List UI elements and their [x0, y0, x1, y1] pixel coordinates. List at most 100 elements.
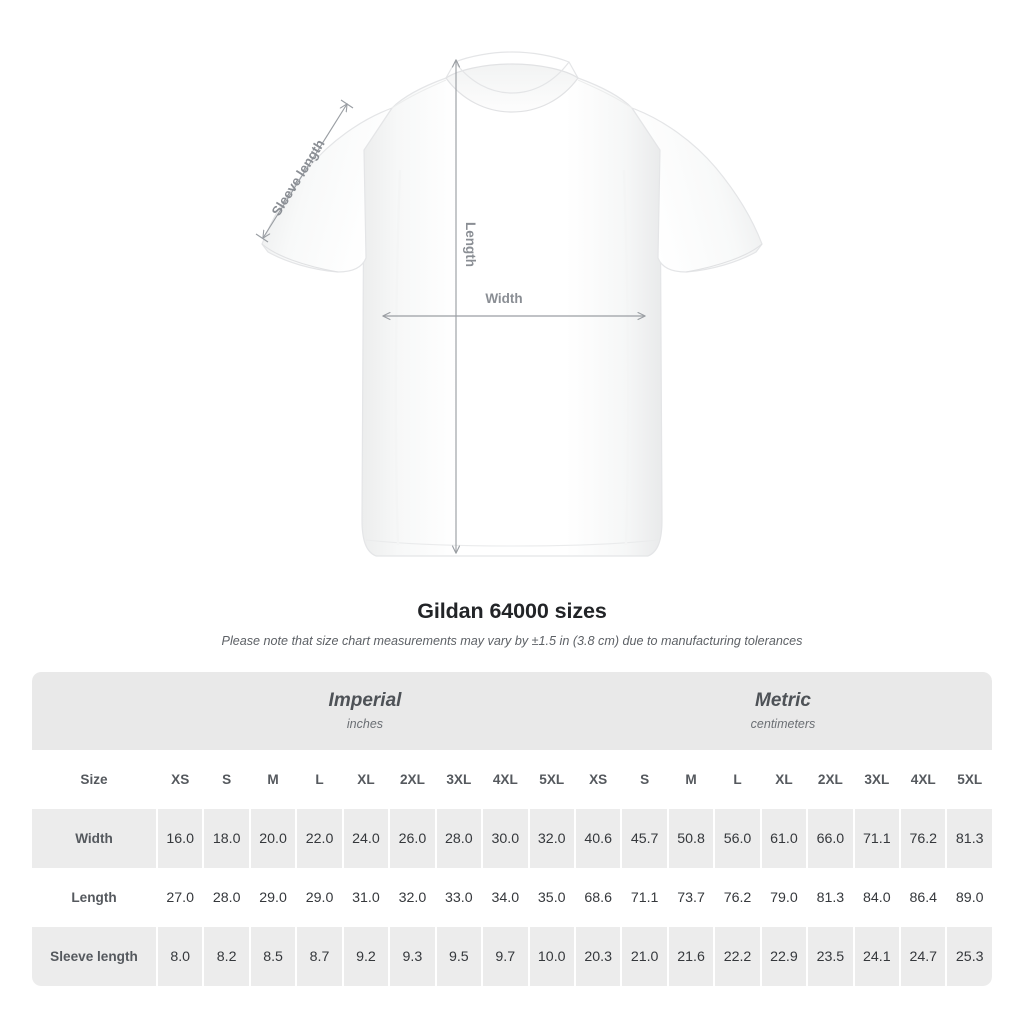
cell-sleeve-length-imperial-xl: 9.2 — [341, 927, 389, 986]
tolerance-note: Please note that size chart measurements… — [221, 634, 803, 648]
cell-width-imperial-l: 22.0 — [295, 809, 342, 868]
shoulder-seam-right — [577, 79, 633, 109]
size-header-metric-xl: XL — [759, 750, 807, 809]
cell-sleeve-length-imperial-3xl: 9.5 — [434, 927, 482, 986]
cell-length-imperial-s: 28.0 — [202, 868, 249, 927]
cell-width-imperial-5xl: 32.0 — [527, 809, 574, 868]
size-header-metric-m: M — [666, 750, 714, 809]
cell-length-imperial-2xl: 32.0 — [388, 868, 435, 927]
shoulder-seam-left — [391, 79, 447, 109]
size-header-imperial-xl: XL — [341, 750, 389, 809]
shirt-collar — [445, 63, 579, 113]
cell-sleeve-length-imperial-5xl: 10.0 — [527, 927, 574, 986]
size-header-imperial-5xl: 5XL — [527, 750, 574, 809]
cell-width-metric-s: 45.7 — [620, 809, 667, 868]
cell-sleeve-length-imperial-2xl: 9.3 — [388, 927, 435, 986]
shirt-sleeve-right — [630, 106, 763, 273]
cell-width-imperial-m: 20.0 — [248, 809, 296, 868]
cell-width-metric-m: 50.8 — [666, 809, 714, 868]
cell-sleeve-length-imperial-m: 8.5 — [248, 927, 296, 986]
cell-width-metric-5xl: 81.3 — [945, 809, 992, 868]
sleeve-tick-lower — [255, 233, 269, 243]
size-header-imperial-xs: XS — [156, 750, 203, 809]
unit-name: Imperial — [328, 689, 402, 711]
cell-sleeve-length-metric-m: 21.6 — [666, 927, 714, 986]
fabric-fold-left — [394, 169, 402, 546]
cell-width-imperial-3xl: 28.0 — [434, 809, 482, 868]
width-label: Width — [485, 291, 522, 306]
cell-length-metric-xs: 68.6 — [573, 868, 621, 927]
cell-width-metric-3xl: 71.1 — [852, 809, 900, 868]
cell-width-metric-2xl: 66.0 — [806, 809, 853, 868]
cell-width-imperial-xs: 16.0 — [156, 809, 203, 868]
cell-sleeve-length-imperial-l: 8.7 — [295, 927, 342, 986]
cell-width-metric-xs: 40.6 — [573, 809, 621, 868]
collar-inner-edge — [454, 61, 570, 94]
row-label-length: Length — [32, 868, 156, 927]
size-header-imperial-s: S — [202, 750, 249, 809]
cell-length-imperial-5xl: 35.0 — [527, 868, 574, 927]
cell-sleeve-length-metric-3xl: 24.1 — [852, 927, 900, 986]
cell-length-imperial-3xl: 33.0 — [434, 868, 482, 927]
cell-length-metric-m: 73.7 — [666, 868, 714, 927]
cell-width-imperial-xl: 24.0 — [341, 809, 389, 868]
table-row: Sleeve length 8.0 8.2 8.5 8.7 9.2 9.3 9.5 9.7 10.… — [32, 927, 992, 986]
size-header-row: Size XS S M L XL 2XL 3XL 4XL 5XL XS S M L XL 2XL 3XL 4XL 5… — [32, 750, 992, 809]
cell-length-metric-l: 76.2 — [713, 868, 760, 927]
unit-banner-row: Imperial inches Metric centimeters — [32, 672, 992, 750]
size-header-imperial-m: M — [248, 750, 296, 809]
size-table-container: Imperial inches Metric centimeters Size XS S M L… — [32, 672, 992, 986]
cell-width-imperial-s: 18.0 — [202, 809, 249, 868]
cell-width-metric-l: 56.0 — [713, 809, 760, 868]
size-header-imperial-2xl: 2XL — [388, 750, 435, 809]
sleeve-hem-left — [261, 243, 339, 273]
unit-banner-imperial: Imperial inches — [156, 672, 574, 750]
unit-name: Metric — [755, 689, 811, 711]
fabric-fold-right — [622, 169, 630, 546]
unit-banner-spacer — [32, 672, 156, 750]
cell-width-metric-xl: 61.0 — [759, 809, 807, 868]
cell-length-imperial-m: 29.0 — [248, 868, 296, 927]
cell-length-imperial-4xl: 34.0 — [481, 868, 528, 927]
row-label-width: Width — [32, 809, 156, 868]
size-header-label: Size — [32, 750, 156, 809]
size-header-metric-s: S — [620, 750, 667, 809]
table-row: Width 16.0 18.0 20.0 22.0 24.0 26.0 28.0 30.0 32.… — [32, 809, 992, 868]
length-label: Length — [463, 222, 478, 267]
cell-sleeve-length-imperial-4xl: 9.7 — [481, 927, 528, 986]
cell-sleeve-length-metric-l: 22.2 — [713, 927, 760, 986]
size-header-metric-3xl: 3XL — [852, 750, 900, 809]
cell-sleeve-length-metric-xs: 20.3 — [573, 927, 621, 986]
cell-sleeve-length-imperial-xs: 8.0 — [156, 927, 203, 986]
cell-length-metric-4xl: 86.4 — [899, 868, 946, 927]
cell-sleeve-length-metric-2xl: 23.5 — [806, 927, 853, 986]
row-label-sleeve-length: Sleeve length — [32, 927, 156, 986]
sleeve-hem-right — [685, 243, 763, 273]
cell-width-imperial-4xl: 30.0 — [481, 809, 528, 868]
size-header-metric-2xl: 2XL — [806, 750, 853, 809]
unit-subtitle: inches — [346, 716, 384, 731]
cell-width-imperial-2xl: 26.0 — [388, 809, 435, 868]
tshirt-diagram: Length Width Sleeve length — [255, 51, 763, 557]
cell-sleeve-length-imperial-s: 8.2 — [202, 927, 249, 986]
cell-length-metric-5xl: 89.0 — [945, 868, 992, 927]
cell-width-metric-4xl: 76.2 — [899, 809, 946, 868]
cell-length-metric-2xl: 81.3 — [806, 868, 853, 927]
size-header-imperial-l: L — [295, 750, 342, 809]
size-header-metric-4xl: 4XL — [899, 750, 946, 809]
unit-subtitle: centimeters — [750, 716, 816, 731]
cell-length-imperial-l: 29.0 — [295, 868, 342, 927]
title-block: Gildan 64000 sizes Please note that size… — [0, 598, 1024, 650]
size-header-metric-5xl: 5XL — [945, 750, 992, 809]
sleeve-length-dimension-arrow — [262, 103, 348, 239]
size-header-metric-xs: XS — [573, 750, 621, 809]
tshirt-illustration: Length Width Sleeve length — [255, 51, 763, 557]
cell-length-metric-xl: 79.0 — [759, 868, 807, 927]
size-table: Imperial inches Metric centimeters Size XS S M L… — [32, 672, 992, 986]
page-title: Gildan 64000 sizes — [417, 599, 607, 623]
unit-banner-metric: Metric centimeters — [573, 672, 992, 750]
cell-sleeve-length-metric-xl: 22.9 — [759, 927, 807, 986]
cell-length-imperial-xs: 27.0 — [156, 868, 203, 927]
size-header-imperial-4xl: 4XL — [481, 750, 528, 809]
